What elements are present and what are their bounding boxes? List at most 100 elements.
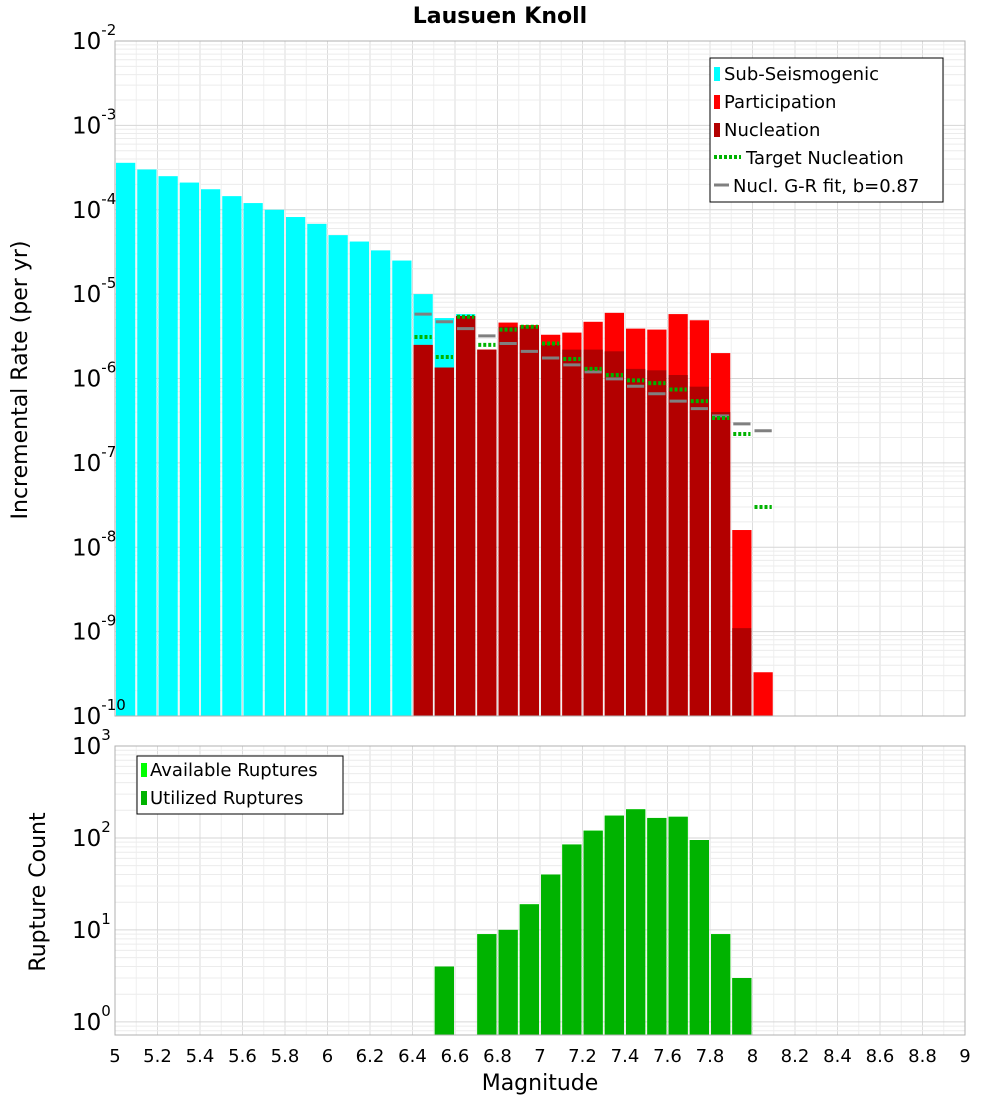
utilized-ruptures-bar	[477, 934, 497, 1035]
sub-seismogenic-bar	[286, 217, 306, 716]
legend-participation: Participation	[724, 92, 836, 113]
sub-seismogenic-legend-swatch	[714, 67, 720, 81]
x-tick-label: 7.6	[653, 1046, 682, 1067]
sub-seismogenic-bar	[392, 260, 412, 716]
rate-ytick-label: 10-6	[72, 359, 116, 393]
participation-bar	[753, 672, 773, 716]
x-tick-label: 7.4	[611, 1046, 640, 1067]
utilized-ruptures-bar	[562, 844, 582, 1035]
x-tick-label: 8.2	[781, 1046, 810, 1067]
count-y-axis-title: Rupture Count	[26, 812, 51, 972]
nucleation-bar	[711, 412, 731, 716]
nucleation-bar	[519, 326, 539, 716]
utilized-ruptures-bar	[541, 874, 561, 1035]
x-tick-label: 6.6	[441, 1046, 470, 1067]
sub-seismogenic-bar	[264, 209, 284, 716]
utilized-ruptures-bar	[519, 904, 539, 1035]
nucleation-bar	[583, 349, 603, 716]
rate-ytick-label: 10-8	[72, 527, 116, 561]
count-panel: 100 101 102 103 Rupture Count Available Rup…	[26, 726, 966, 1036]
rate-plot-border	[114, 40, 966, 717]
sub-seismogenic-bar	[307, 223, 327, 716]
rate-legend-box	[709, 57, 944, 203]
count-y-ticks: 100 101 102 103	[72, 726, 111, 1036]
x-tick-label: 5.8	[271, 1046, 300, 1067]
nucleation-bar	[562, 349, 582, 716]
nucleation-bar	[647, 370, 667, 716]
count-plot-border	[114, 745, 966, 1036]
rate-step-lines	[414, 312, 772, 509]
rate-ytick-label: 10-4	[72, 190, 116, 224]
x-tick-label: 6	[322, 1046, 333, 1067]
legend-utilized-ruptures: Utilized Ruptures	[150, 788, 303, 809]
rate-ytick-label: 10-9	[72, 612, 116, 646]
utilized-ruptures-bar	[689, 840, 709, 1035]
x-tick-label: 8.4	[823, 1046, 852, 1067]
utilized-ruptures-bar	[647, 817, 667, 1035]
chart-title: Lausuen Knoll	[413, 4, 587, 29]
utilized-ruptures-bar	[626, 809, 646, 1035]
available-ruptures-legend-swatch	[141, 763, 147, 777]
x-tick-label: 8.6	[866, 1046, 895, 1067]
utilized-ruptures-bar	[711, 934, 731, 1035]
sub-seismogenic-bar	[349, 241, 369, 717]
x-tick-label: 6.4	[398, 1046, 427, 1067]
utilized-ruptures-legend-swatch	[141, 791, 147, 805]
x-axis-ticks: 5 5.2 5.4 5.6 5.8 6 6.2 6.4 6.6 6.8 7 7.2 7.4 7.6 7.8 8…	[109, 1046, 970, 1067]
x-tick-label: 5.6	[228, 1046, 257, 1067]
sub-seismogenic-bar	[137, 169, 157, 716]
nucleation-bar	[689, 386, 709, 716]
x-tick-label: 6.8	[483, 1046, 512, 1067]
nucleation-bar	[604, 351, 624, 716]
count-ytick-label: 103	[72, 726, 111, 760]
sub-seismogenic-bar	[179, 182, 199, 716]
sub-seismogenic-bar	[201, 189, 221, 717]
rate-ytick-label: 10-2	[72, 21, 116, 55]
nucleation-bar	[477, 349, 497, 716]
sub-seismogenic-bar	[371, 250, 391, 717]
utilized-ruptures-bar	[732, 978, 752, 1035]
x-axis-title: Magnitude	[482, 1071, 599, 1096]
x-tick-label: 7.2	[568, 1046, 597, 1067]
x-tick-label: 7.8	[696, 1046, 725, 1067]
count-ytick-label: 101	[72, 910, 111, 944]
x-tick-label: 9	[959, 1046, 970, 1067]
x-tick-label: 8	[747, 1046, 758, 1067]
rate-legend: Sub-Seismogenic Participation Nucleation…	[709, 57, 944, 203]
nucleation-bar	[413, 344, 433, 716]
rate-ytick-label: 10-10	[72, 696, 126, 730]
nucleation-bar	[541, 344, 561, 716]
legend-target-nucleation: Target Nucleation	[745, 148, 904, 169]
utilized-ruptures-bar	[604, 815, 624, 1035]
x-tick-label: 8.8	[908, 1046, 937, 1067]
rate-bars	[116, 162, 773, 717]
count-ytick-label: 102	[72, 818, 111, 852]
rate-y-ticks: 10-10 10-9 10-8 10-7 10-6 10-5 10-4 10-3 10-2	[72, 21, 126, 730]
utilized-ruptures-bar	[583, 830, 603, 1035]
count-ytick-label: 100	[72, 1002, 111, 1036]
nucleation-bar	[732, 628, 752, 716]
utilized-ruptures-bar	[668, 816, 688, 1035]
legend-sub-seismogenic: Sub-Seismogenic	[724, 64, 879, 85]
sub-seismogenic-bar	[328, 235, 348, 716]
nucleation-bar	[668, 375, 688, 716]
utilized-ruptures-bar	[434, 966, 454, 1035]
sub-seismogenic-bar	[158, 176, 178, 716]
legend-nucleation: Nucleation	[724, 120, 820, 141]
sub-seismogenic-bar	[243, 203, 263, 716]
count-bars	[434, 809, 752, 1035]
rate-ytick-label: 10-5	[72, 274, 116, 308]
utilized-ruptures-bar	[498, 929, 518, 1035]
legend-gr-fit: Nucl. G-R fit, b=0.87	[733, 176, 919, 197]
rate-panel: 10-10 10-9 10-8 10-7 10-6 10-5 10-4 10-3 10-2 In…	[8, 21, 966, 730]
rate-y-axis-title: Incremental Rate (per yr)	[8, 241, 33, 520]
sub-seismogenic-bar	[222, 196, 242, 716]
nucleation-bar	[498, 326, 518, 716]
legend-available-ruptures: Available Ruptures	[150, 760, 318, 781]
count-legend: Available Ruptures Utilized Ruptures	[136, 755, 344, 815]
participation-legend-swatch	[714, 95, 720, 109]
x-tick-label: 6.2	[356, 1046, 385, 1067]
rate-ytick-label: 10-7	[72, 443, 116, 477]
x-tick-label: 7	[534, 1046, 545, 1067]
x-tick-label: 5.4	[186, 1046, 215, 1067]
